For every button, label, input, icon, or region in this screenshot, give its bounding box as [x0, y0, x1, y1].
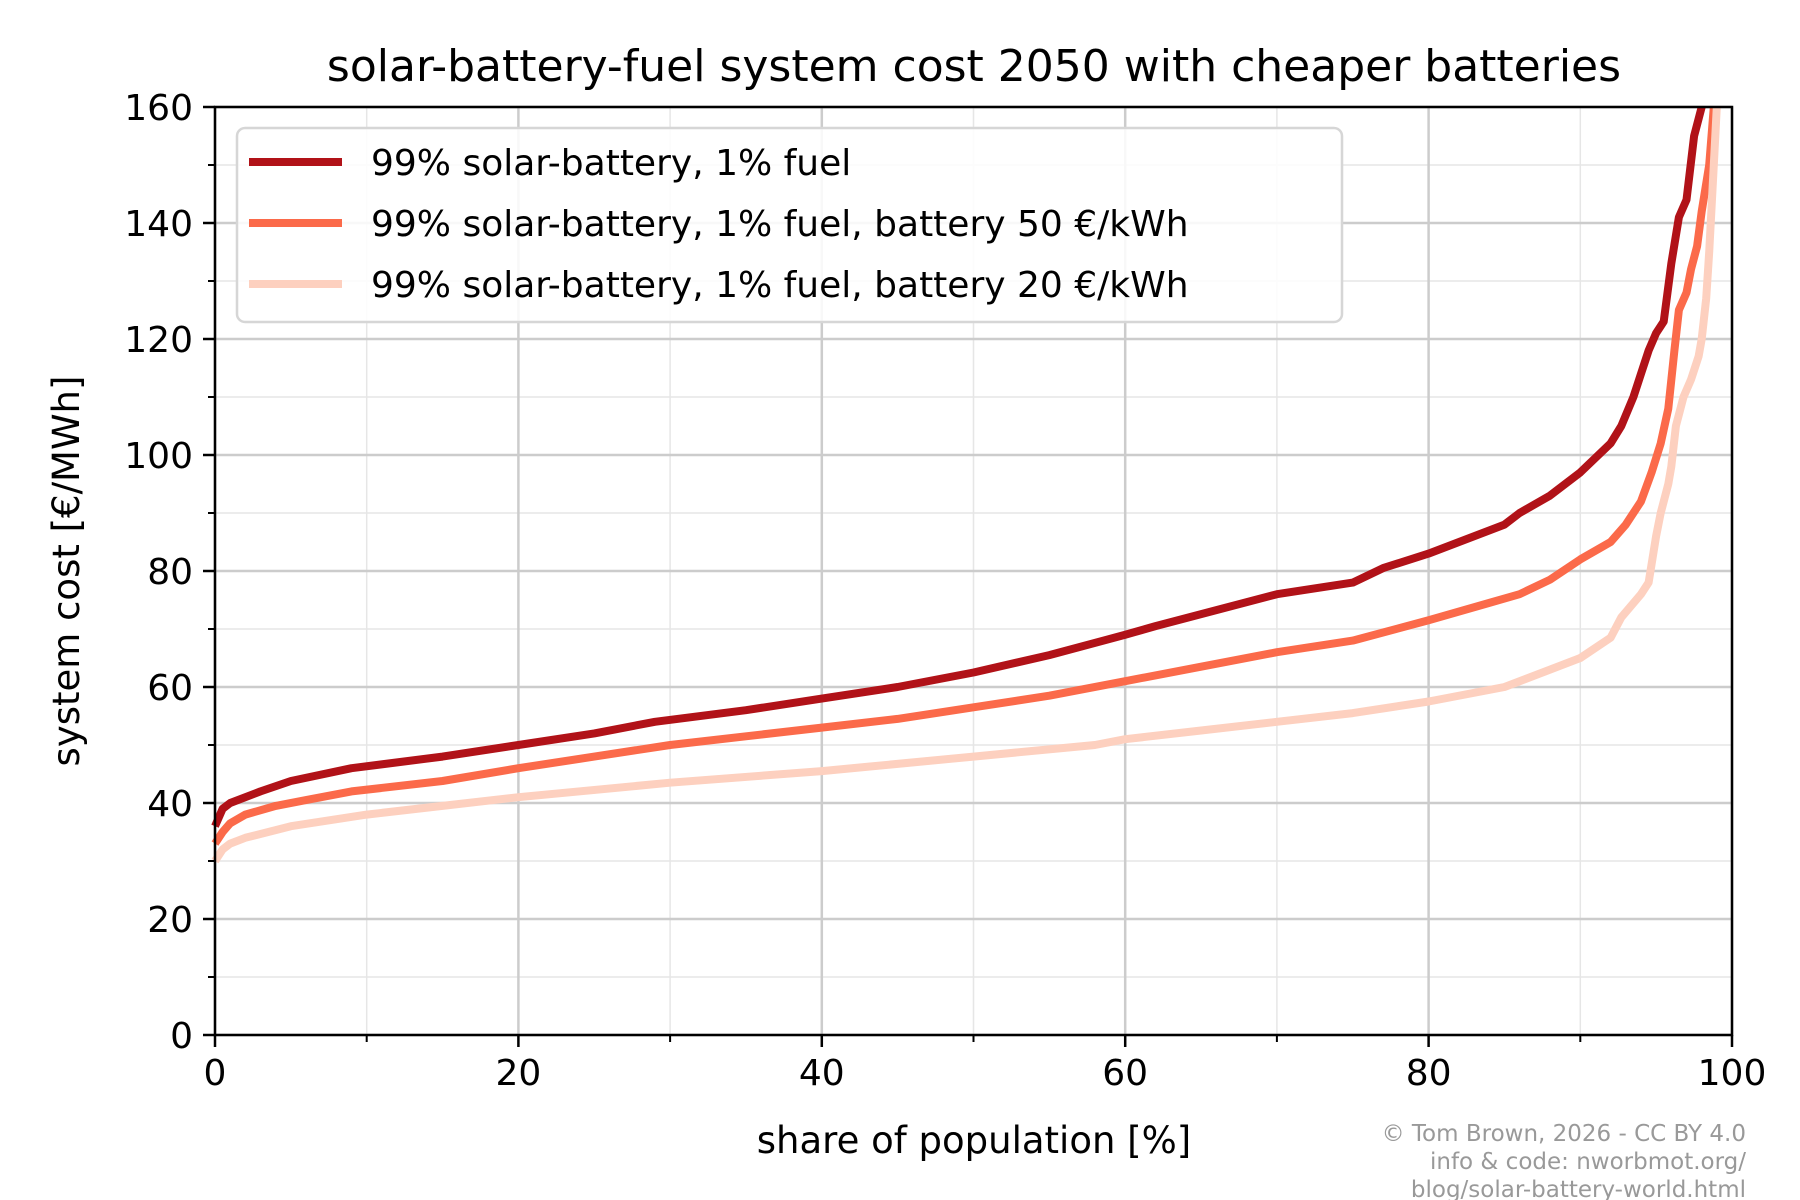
y-tick-label: 160 [124, 88, 193, 129]
x-tick-label: 0 [204, 1053, 227, 1094]
chart-title: solar-battery-fuel system cost 2050 with… [327, 41, 1621, 92]
x-tick-label: 80 [1406, 1053, 1452, 1094]
legend-label-2: 99% solar-battery, 1% fuel, battery 50 €… [371, 204, 1189, 245]
legend: 99% solar-battery, 1% fuel 99% solar-batt… [235, 126, 1344, 324]
series-line-3 [211, 106, 1721, 864]
x-tick-label: 40 [799, 1053, 845, 1094]
credit-line-2: info & code: nworbmot.org/ [1430, 1149, 1746, 1175]
legend-label-1: 99% solar-battery, 1% fuel [371, 143, 851, 184]
legend-label-3: 99% solar-battery, 1% fuel, battery 20 €… [371, 265, 1189, 306]
x-axis-label: share of population [%] [757, 1119, 1191, 1162]
legend-box [235, 126, 1344, 324]
y-tick-label: 60 [147, 668, 193, 709]
y-tick-label: 120 [124, 320, 193, 361]
x-tick-label: 100 [1698, 1053, 1767, 1094]
series-line-1 [211, 105, 1706, 828]
credit-line-3: blog/solar-battery-world.html [1411, 1177, 1746, 1200]
y-axis-label: system cost [€/MWh] [45, 376, 88, 767]
y-tick-label: 40 [147, 784, 193, 825]
x-tick-label: 20 [495, 1053, 541, 1094]
y-tick-label: 100 [124, 436, 193, 477]
ticks: 0 20 40 60 80 100 0 20 40 60 80 100 120 140 160 [124, 88, 1766, 1094]
y-tick-label: 80 [147, 552, 193, 593]
series-lines [211, 105, 1721, 864]
series-line-2 [211, 106, 1718, 846]
y-tick-label: 0 [170, 1016, 193, 1057]
y-tick-label: 140 [124, 204, 193, 245]
x-tick-label: 60 [1102, 1053, 1148, 1094]
y-tick-label: 20 [147, 900, 193, 941]
credit-line-1: © Tom Brown, 2026 - CC BY 4.0 [1382, 1121, 1746, 1147]
